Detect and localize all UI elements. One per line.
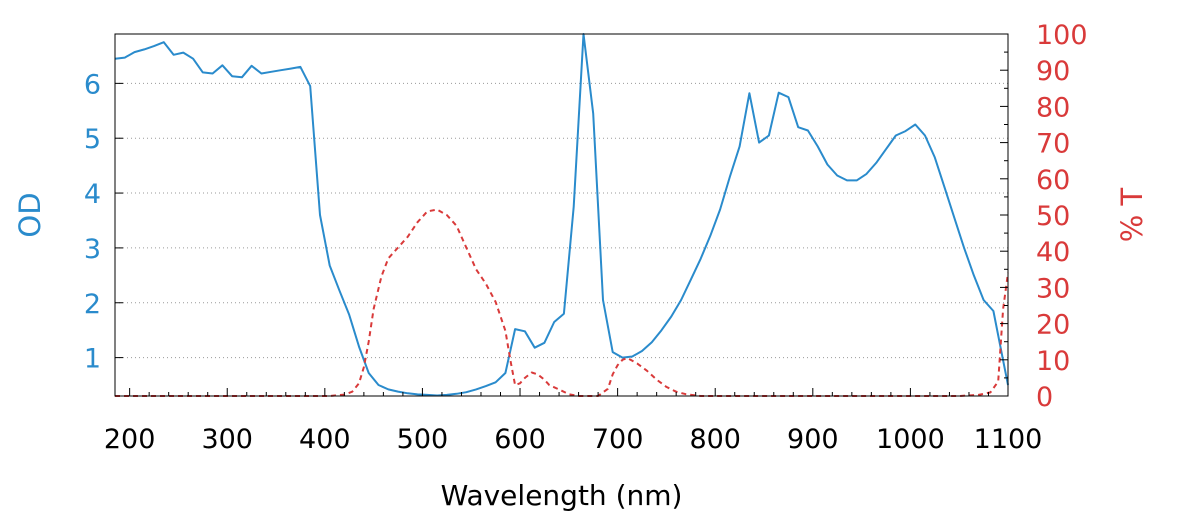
left-y-tick-label: 2 [84,289,101,320]
left-y-tick-label: 3 [84,234,101,265]
right-y-tick-label: 20 [1036,310,1070,341]
left-y-tick-label: 6 [84,69,101,100]
x-tick-label: 800 [689,424,741,455]
right-y-tick-label: 40 [1036,237,1070,268]
transmission-series [115,208,1009,397]
left-y-tick-label: 1 [84,344,101,375]
right-y-tick-label: 70 [1036,129,1070,160]
x-tick-label: 600 [494,424,546,455]
right-y-tick-label: 50 [1036,201,1070,232]
x-tick-label: 900 [787,424,839,455]
right-y-tick-label: 100 [1036,20,1088,51]
od-series [114,33,1009,397]
x-tick-label: 500 [397,424,449,455]
x-tick-label: 200 [104,424,156,455]
transmission-line [115,208,1009,397]
right-y-axis: 0 10 20 30 40 50 60 70 80 90 100 [1000,20,1088,413]
od-line [114,33,1009,397]
right-y-tick-label: 30 [1036,273,1070,304]
right-y-tick-label: 10 [1036,346,1070,377]
right-y-tick-label: 80 [1036,92,1070,123]
x-tick-label: 400 [299,424,351,455]
right-y-axis-title: % T [1115,187,1149,242]
x-tick-label: 1000 [876,424,945,455]
left-y-tick-label: 5 [84,124,101,155]
left-y-tick-label: 4 [84,179,101,210]
left-y-axis-title: OD [13,192,47,237]
plot-frame [114,33,1009,397]
x-tick-label: 1100 [974,424,1043,455]
x-tick-label: 300 [201,424,253,455]
right-y-tick-label: 0 [1036,382,1053,413]
left-y-axis: 1 2 3 4 5 6 [84,69,123,375]
x-tick-label: 700 [592,424,644,455]
right-y-tick-label: 90 [1036,56,1070,87]
x-axis: 200 300 400 500 600 700 800 900 1000 1100 [104,388,1042,455]
grid [115,82,1008,359]
x-axis-title: Wavelength (nm) [441,479,683,512]
right-y-tick-label: 60 [1036,165,1070,196]
